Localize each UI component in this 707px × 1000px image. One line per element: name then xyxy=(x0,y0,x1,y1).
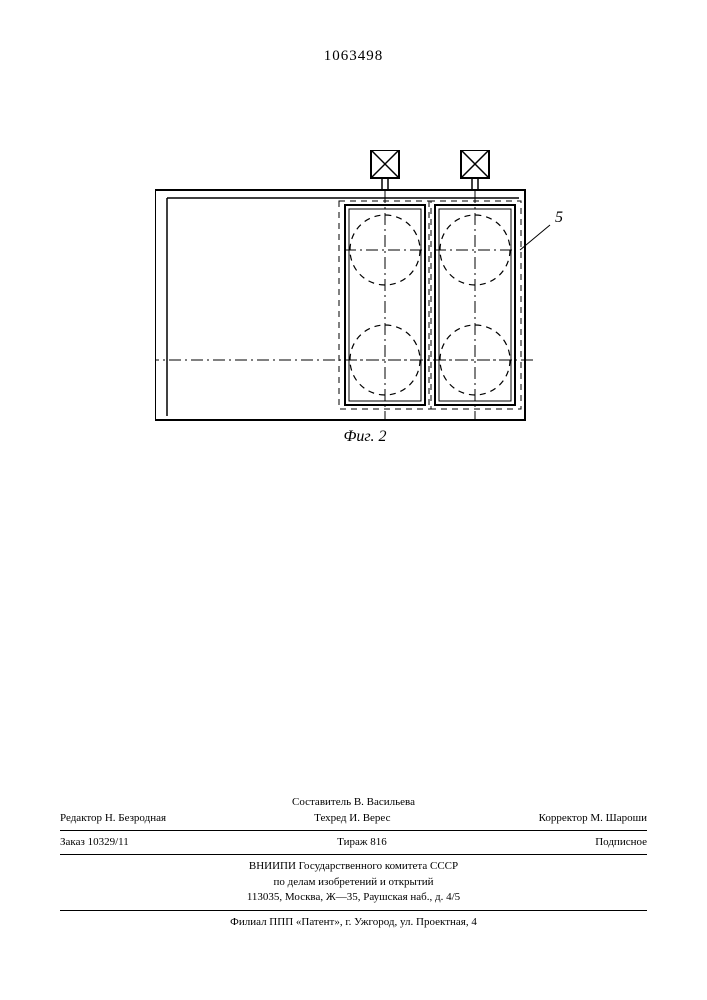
svg-text:5: 5 xyxy=(555,209,563,226)
branch-line: Филиал ППП «Патент», г. Ужгород, ул. Про… xyxy=(60,915,647,930)
org-line-1: ВНИИПИ Государственного комитета СССР xyxy=(60,859,647,874)
org-line-2: по делам изобретений и открытий xyxy=(60,875,647,890)
tech-name: И. Верес xyxy=(349,812,390,824)
tirazh-value: 816 xyxy=(370,836,387,848)
corrector-label: Корректор xyxy=(539,812,588,824)
editor-name: Н. Безродная xyxy=(105,812,166,824)
editor-label: Редактор xyxy=(60,812,102,824)
figure-caption: Фиг. 2 xyxy=(315,428,415,446)
imprint-footer: Составитель В. Васильева Редактор Н. Без… xyxy=(60,795,647,930)
tech-label: Техред xyxy=(314,812,346,824)
compiler-label: Составитель xyxy=(292,796,351,808)
order-number: 10329/11 xyxy=(88,836,129,848)
order-label: Заказ xyxy=(60,836,85,848)
corrector-name: М. Шароши xyxy=(590,812,647,824)
tirazh-label: Тираж xyxy=(337,836,367,848)
document-number: 1063498 xyxy=(0,48,707,65)
signed-label: Подписное xyxy=(595,835,647,850)
compiler-name: В. Васильева xyxy=(354,796,415,808)
figure-2-diagram: 5 xyxy=(155,150,585,450)
org-line-3: 113035, Москва, Ж—35, Раушская наб., д. … xyxy=(60,890,647,905)
